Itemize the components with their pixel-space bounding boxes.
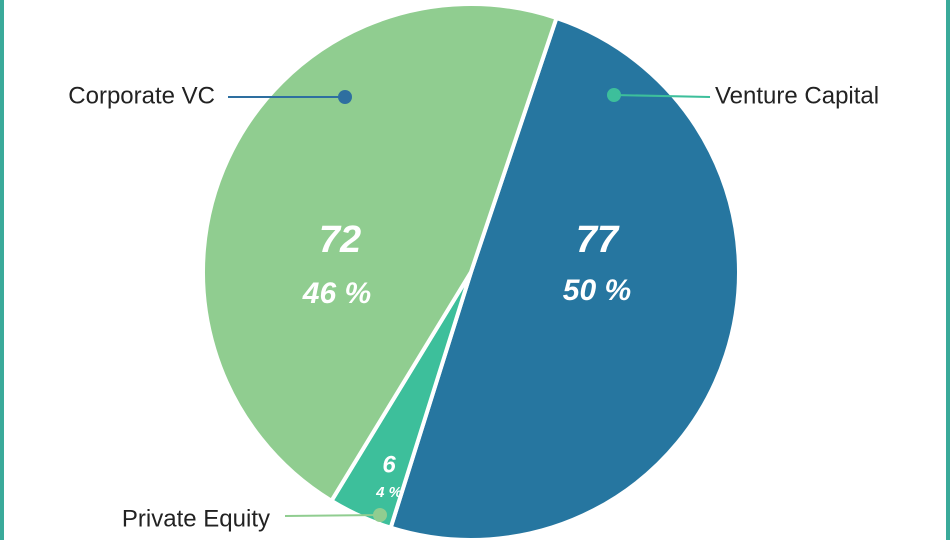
category-label: Corporate VC [68, 82, 215, 109]
category-label: Venture Capital [715, 82, 879, 109]
category-label: Private Equity [122, 505, 270, 532]
percentage-label: 46 % [302, 277, 371, 310]
callout-dot [607, 88, 621, 102]
callout-line [613, 94, 711, 98]
percentage-label: 50 % [563, 274, 631, 307]
pie-slice [388, 15, 741, 540]
value-label: 6 [382, 451, 396, 478]
pie-slice [201, 2, 560, 504]
percentage-label: 4 % [375, 484, 402, 501]
value-label: 77 [576, 219, 620, 261]
callout-dot [373, 508, 387, 522]
callout-line [284, 514, 381, 517]
value-label: 72 [319, 219, 361, 261]
callout-dot [338, 90, 352, 104]
pie [201, 2, 741, 540]
labels: 77 50 % Venture Capital 6 4 % Private Equity 7… [68, 82, 879, 532]
